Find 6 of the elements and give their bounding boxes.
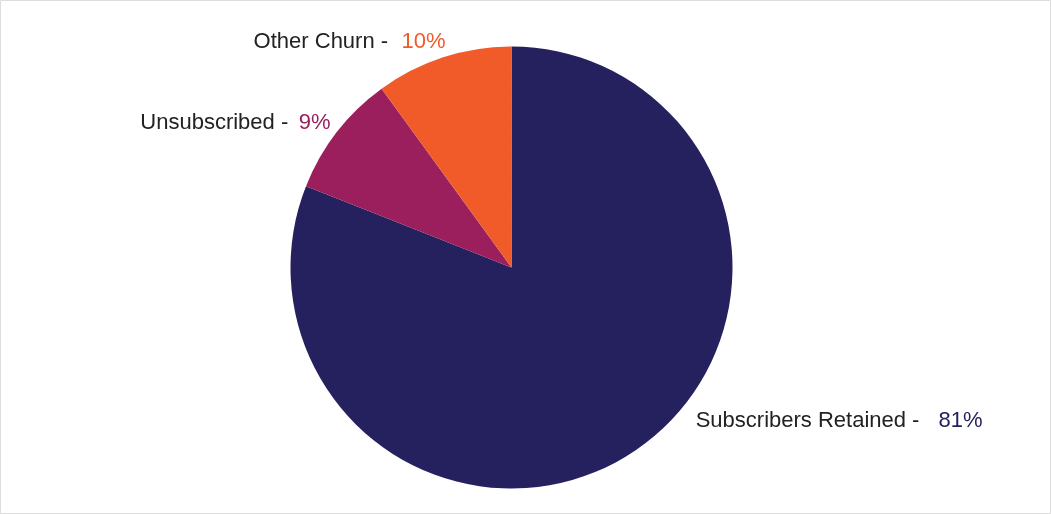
data-label: 9% (298, 108, 331, 134)
slice-label: Other Churn - (253, 28, 389, 53)
data-label: 10% (401, 28, 446, 53)
data-label: 81% (938, 407, 983, 433)
slice-label: Subscribers Retained - (695, 407, 920, 433)
slice-label: Unsubscribed - (140, 108, 289, 134)
